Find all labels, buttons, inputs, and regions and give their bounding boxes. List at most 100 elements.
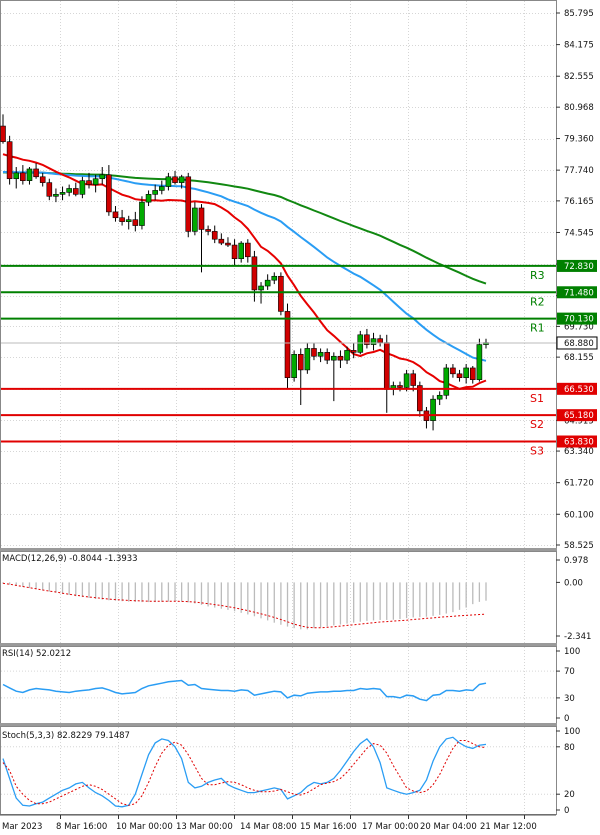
panel-separator: [0, 643, 557, 646]
level-name-s2: S2: [530, 418, 544, 431]
macd-label: MACD(12,26,9) -0.8044 -1.3933: [2, 554, 138, 564]
rsi-tick-label: 30: [564, 694, 575, 704]
candle: [377, 338, 383, 343]
level-price-label: 63.830: [564, 438, 594, 448]
rsi-tick-label: 0: [564, 714, 569, 724]
price-tick-label: 85.795: [564, 9, 594, 19]
candle: [125, 219, 132, 222]
price-tick-label: 61.720: [564, 479, 594, 489]
rsi-tick-label: 100: [564, 647, 580, 657]
candle: [271, 275, 278, 281]
time-tick-label: 17 Mar 00:00: [362, 822, 419, 832]
candle: [337, 355, 344, 361]
level-price-tag: [557, 312, 597, 325]
candle: [46, 182, 53, 197]
macd-histogram: [2, 582, 487, 630]
candle: [370, 338, 377, 345]
candle: [86, 180, 92, 185]
last-price-label: 68.880: [564, 339, 594, 349]
price-tick-label: 69.730: [564, 322, 594, 332]
candle: [350, 350, 357, 353]
candle: [92, 178, 99, 185]
stoch-tick-label: 0: [564, 806, 569, 816]
candle: [139, 201, 145, 226]
candle: [218, 238, 225, 244]
candle: [178, 176, 185, 183]
stoch-tick-label: 100: [564, 727, 580, 737]
level-name-r2: R2: [530, 295, 545, 308]
price-tick-label: 82.555: [564, 72, 594, 82]
level-name-r3: R3: [530, 269, 545, 282]
stoch-tick-label: 80: [564, 743, 575, 753]
candle: [344, 350, 350, 361]
price-tick-label: 64.915: [564, 416, 594, 426]
macd-tick-label: -2.341: [564, 632, 591, 642]
level-price-tag: [557, 435, 597, 448]
candle: [331, 355, 337, 361]
candle: [39, 176, 46, 183]
candle: [192, 207, 198, 232]
candle: [476, 344, 483, 380]
candle: [59, 192, 66, 195]
level-price-label: 66.530: [564, 385, 594, 395]
candle: [463, 367, 469, 379]
candle: [284, 311, 291, 379]
candle: [317, 352, 324, 357]
candle: [211, 231, 218, 240]
level-price-label: 72.830: [564, 262, 594, 272]
candle: [258, 285, 264, 291]
last-price-tag: [556, 336, 598, 350]
price-tick-label: 68.155: [564, 353, 594, 363]
stoch-tick-label: 20: [564, 790, 575, 800]
candle: [106, 174, 112, 213]
level-price-label: 70.130: [564, 315, 594, 325]
candle: [456, 373, 463, 379]
candle: [225, 242, 231, 246]
level-name-s3: S3: [530, 445, 544, 458]
price-tick-label: 84.175: [564, 41, 594, 51]
price-tick-label: 76.165: [564, 197, 594, 207]
candle: [0, 125, 6, 142]
candle: [430, 398, 436, 421]
candle: [53, 194, 59, 197]
stoch-label: Stoch(5,3,3) 82.8229 79.1487: [2, 731, 130, 741]
candle: [450, 367, 456, 375]
candle: [357, 334, 364, 353]
macd-tick-label: 0.00: [564, 578, 583, 588]
level-name-r1: R1: [530, 322, 545, 335]
candle: [205, 229, 211, 232]
candle: [172, 176, 178, 183]
candle: [311, 348, 317, 357]
time-tick-label: 13 Mar 00:00: [176, 822, 233, 832]
price-tick-label: 63.340: [564, 447, 594, 457]
price-tick-label: 74.545: [564, 228, 594, 238]
moving-average-slow: [2, 171, 487, 285]
candle: [13, 172, 20, 180]
candle: [112, 211, 119, 219]
time-tick-label: 15 Mar 16:00: [300, 822, 357, 832]
panel-separator: [0, 723, 557, 726]
level-price-label: 71.480: [564, 288, 594, 298]
time-tick-label: 14 Mar 08:00: [240, 822, 297, 832]
candle: [304, 348, 311, 371]
candle: [245, 242, 251, 258]
candle: [383, 342, 390, 390]
level-price-tag: [557, 259, 597, 272]
time-tick-label: 10 Mar 00:00: [116, 822, 173, 832]
time-tick-label: 20 Mar 04:00: [420, 822, 477, 832]
candle: [364, 334, 370, 345]
level-price-tag: [557, 409, 597, 422]
candle: [165, 176, 172, 187]
candle: [158, 186, 165, 191]
panel-separator: [0, 548, 557, 551]
price-tick-label: 79.360: [564, 135, 594, 145]
moving-average-mid: [2, 171, 487, 362]
candle: [417, 385, 423, 412]
candle: [152, 190, 158, 195]
candle: [251, 256, 258, 291]
time-tick-label: 8 Mar 16:00: [56, 822, 107, 832]
candles: [0, 114, 489, 431]
candle: [291, 354, 297, 379]
candle: [264, 279, 271, 287]
